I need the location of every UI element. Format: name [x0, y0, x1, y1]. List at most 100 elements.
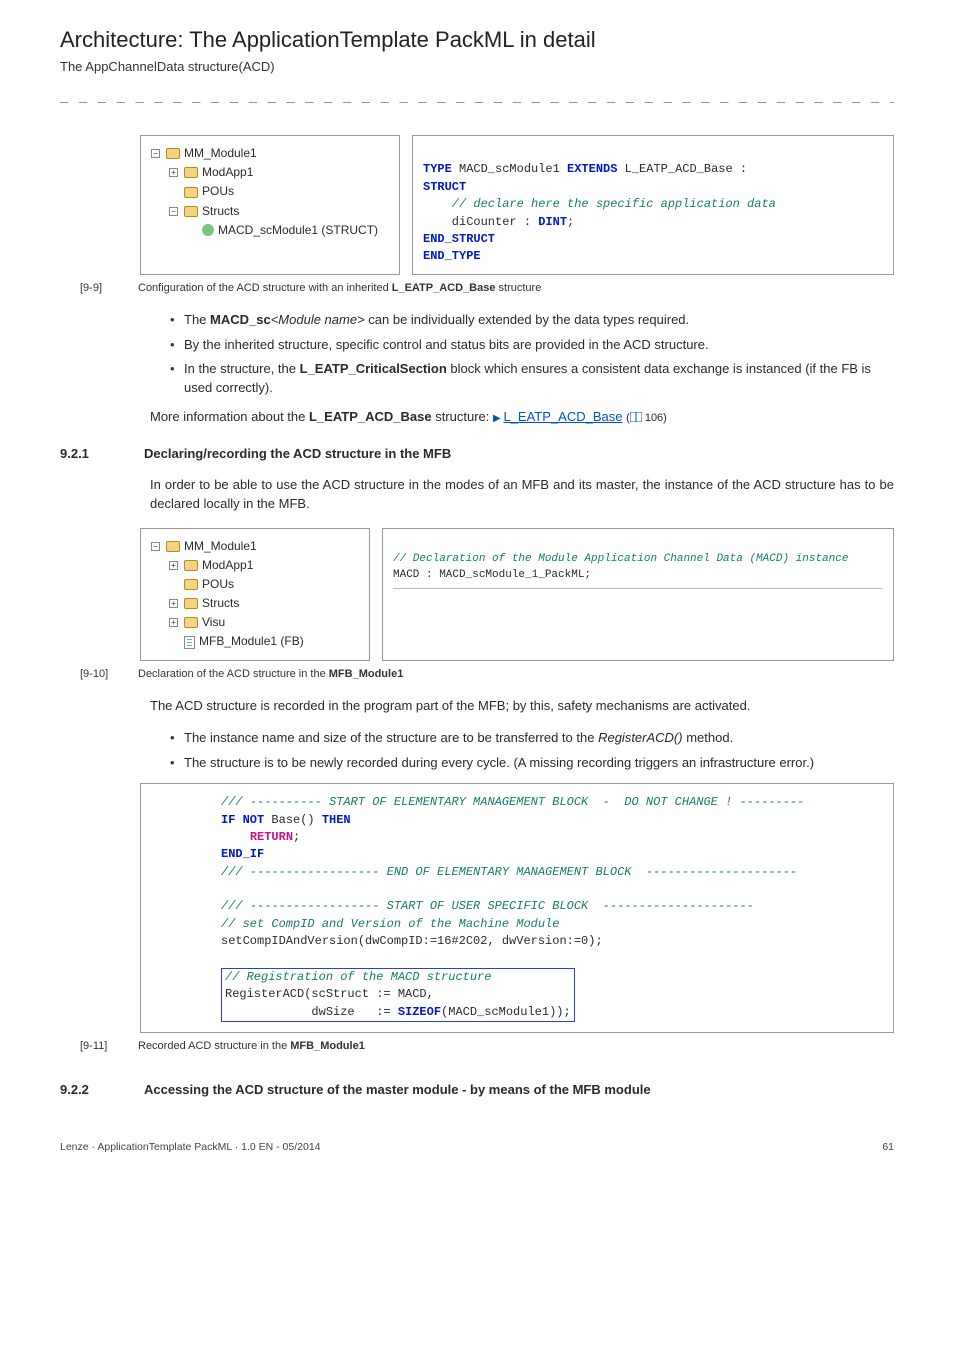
page-ref: ( 106) — [626, 412, 667, 424]
figure-caption-9-10: [9-10] Declaration of the ACD structure … — [80, 667, 894, 683]
page-subtitle: The AppChannelData structure(ACD) — [60, 58, 894, 77]
code-kw: RETURN — [250, 830, 293, 844]
list-item: In the structure, the L_EATP_CriticalSec… — [170, 360, 894, 398]
expand-icon[interactable]: + — [169, 599, 178, 608]
tree-node[interactable]: ModApp1 — [202, 556, 253, 575]
list-item: The structure is to be newly recorded du… — [170, 754, 894, 773]
list-item: By the inherited structure, specific con… — [170, 336, 894, 355]
footer-left: Lenze · ApplicationTemplate PackML · 1.0… — [60, 1140, 321, 1155]
folder-icon — [166, 541, 180, 552]
file-icon — [184, 636, 195, 649]
code-text: ; — [567, 215, 574, 229]
folder-icon — [184, 560, 198, 571]
expand-icon[interactable]: + — [169, 168, 178, 177]
figure-9-10: − MM_Module1 + ModApp1 POUs + Structs + Visu… — [140, 528, 894, 661]
caption-text: Configuration of the ACD structure with … — [138, 281, 541, 297]
folder-icon — [184, 187, 198, 198]
code-comment: // Declaration of the Module Application… — [393, 553, 848, 565]
horizontal-rule: _ _ _ _ _ _ _ _ _ _ _ _ _ _ _ _ _ _ _ _ … — [60, 85, 894, 105]
caption-key: [9-9] — [80, 281, 124, 297]
folder-icon — [184, 579, 198, 590]
section-title: Accessing the ACD structure of the maste… — [144, 1081, 651, 1100]
list-item: The MACD_sc<Module name> can be individu… — [170, 311, 894, 330]
code-text: L_EATP_ACD_Base : — [617, 162, 747, 176]
code-text — [221, 830, 250, 844]
code-kw: EXTENDS — [567, 162, 617, 176]
bullet-list-2: The instance name and size of the struct… — [170, 729, 894, 773]
paragraph-recorded: The ACD structure is recorded in the pro… — [150, 697, 894, 716]
code-text: ; — [293, 830, 300, 844]
code-text: Base() — [264, 813, 322, 827]
code-comment: // declare here the specific application… — [423, 197, 776, 211]
caption-key: [9-10] — [80, 667, 124, 683]
folder-icon — [184, 206, 198, 217]
page-title: Architecture: The ApplicationTemplate Pa… — [60, 24, 894, 56]
code-text: (MACD_scModule1)); — [441, 1005, 571, 1019]
code-kw: END_IF — [221, 847, 264, 861]
bullet-list-1: The MACD_sc<Module name> can be individu… — [170, 311, 894, 398]
expand-icon[interactable]: + — [169, 561, 178, 570]
tree-node[interactable]: POUs — [202, 182, 234, 201]
code-comment: // set CompID and Version of the Machine… — [221, 917, 559, 931]
code-kw: END_STRUCT — [423, 232, 495, 246]
caption-key: [9-11] — [80, 1039, 124, 1055]
code-panel-2: // Declaration of the Module Application… — [382, 528, 894, 661]
page-footer: Lenze · ApplicationTemplate PackML · 1.0… — [60, 1140, 894, 1155]
code-block-register: /// ---------- START OF ELEMENTARY MANAG… — [140, 783, 894, 1033]
section-title: Declaring/recording the ACD structure in… — [144, 445, 451, 464]
collapse-icon[interactable]: − — [151, 149, 160, 158]
code-kw: THEN — [322, 813, 351, 827]
code-kw: STRUCT — [423, 180, 466, 194]
section-number: 9.2.1 — [60, 445, 114, 464]
tree-node[interactable]: MM_Module1 — [184, 144, 257, 163]
code-comment: // Registration of the MACD structure — [225, 970, 491, 984]
paragraph-more-info: More information about the L_EATP_ACD_Ba… — [150, 408, 894, 427]
code-comment: /// ---------- START OF ELEMENTARY MANAG… — [221, 795, 804, 809]
code-kw: SIZEOF — [398, 1005, 441, 1019]
figure-caption-9-9: [9-9] Configuration of the ACD structure… — [80, 281, 894, 297]
figure-caption-9-11: [9-11] Recorded ACD structure in the MFB… — [80, 1039, 894, 1055]
code-text: setCompIDAndVersion(dwCompID:=16#2C02, d… — [221, 934, 603, 948]
tree-node[interactable]: ModApp1 — [202, 163, 253, 182]
figure-9-9: − MM_Module1 + ModApp1 POUs − Structs MACD_… — [140, 135, 894, 275]
code-panel-1: TYPE MACD_scModule1 EXTENDS L_EATP_ACD_B… — [412, 135, 894, 275]
code-text — [221, 952, 228, 966]
code-text: MACD : MACD_scModule_1_PackML; — [393, 569, 591, 581]
folder-icon — [184, 617, 198, 628]
tree-node[interactable]: Structs — [202, 594, 239, 613]
caption-text: Declaration of the ACD structure in the … — [138, 667, 403, 683]
list-item: The instance name and size of the struct… — [170, 729, 894, 748]
expand-icon[interactable]: + — [169, 618, 178, 627]
code-kw: END_TYPE — [423, 249, 481, 263]
section-number: 9.2.2 — [60, 1081, 114, 1100]
code-text: RegisterACD(scStruct := MACD, — [225, 987, 434, 1001]
collapse-icon[interactable]: − — [169, 207, 178, 216]
section-9-2-2: 9.2.2 Accessing the ACD structure of the… — [60, 1081, 894, 1100]
code-kw: TYPE — [423, 162, 452, 176]
code-text: diCounter : — [423, 215, 538, 229]
tree-node[interactable]: MACD_scModule1 (STRUCT) — [218, 221, 378, 240]
code-text — [235, 813, 242, 827]
tree-panel-2: − MM_Module1 + ModApp1 POUs + Structs + Visu… — [151, 537, 359, 652]
link-acd-base[interactable]: L_EATP_ACD_Base — [503, 409, 622, 424]
folder-icon — [184, 167, 198, 178]
caption-text: Recorded ACD structure in the MFB_Module… — [138, 1039, 365, 1055]
code-comment: /// ------------------ END OF ELEMENTARY… — [221, 865, 797, 879]
tree-node[interactable]: MFB_Module1 (FB) — [199, 632, 304, 651]
code-kw: NOT — [243, 813, 265, 827]
tree-node[interactable]: POUs — [202, 575, 234, 594]
collapse-icon[interactable]: − — [151, 542, 160, 551]
tree-panel-1: − MM_Module1 + ModApp1 POUs − Structs MACD_… — [151, 144, 389, 240]
code-comment: /// ------------------ START OF USER SPE… — [221, 899, 754, 913]
struct-icon — [202, 224, 214, 236]
triangle-icon: ▶ — [493, 413, 503, 424]
code-text: dwSize := — [225, 1005, 398, 1019]
footer-page-number: 61 — [882, 1140, 894, 1155]
paragraph-921-intro: In order to be able to use the ACD struc… — [150, 476, 894, 514]
folder-icon — [184, 598, 198, 609]
highlight-box: // Registration of the MACD structure Re… — [221, 968, 575, 1022]
code-text: MACD_scModule1 — [452, 162, 567, 176]
tree-node[interactable]: MM_Module1 — [184, 537, 257, 556]
tree-node[interactable]: Structs — [202, 202, 239, 221]
tree-node[interactable]: Visu — [202, 613, 225, 632]
